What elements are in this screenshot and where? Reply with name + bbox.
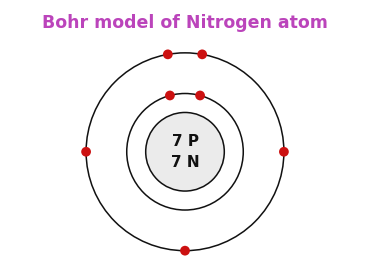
Text: 7 P
7 N: 7 P 7 N [171,134,199,170]
Circle shape [197,50,207,59]
Circle shape [146,112,224,191]
Circle shape [81,147,91,157]
Circle shape [165,91,175,100]
Text: Bohr model of Nitrogen atom: Bohr model of Nitrogen atom [42,14,328,31]
Circle shape [195,91,205,100]
Circle shape [163,50,173,59]
Circle shape [180,246,190,256]
Circle shape [279,147,289,157]
